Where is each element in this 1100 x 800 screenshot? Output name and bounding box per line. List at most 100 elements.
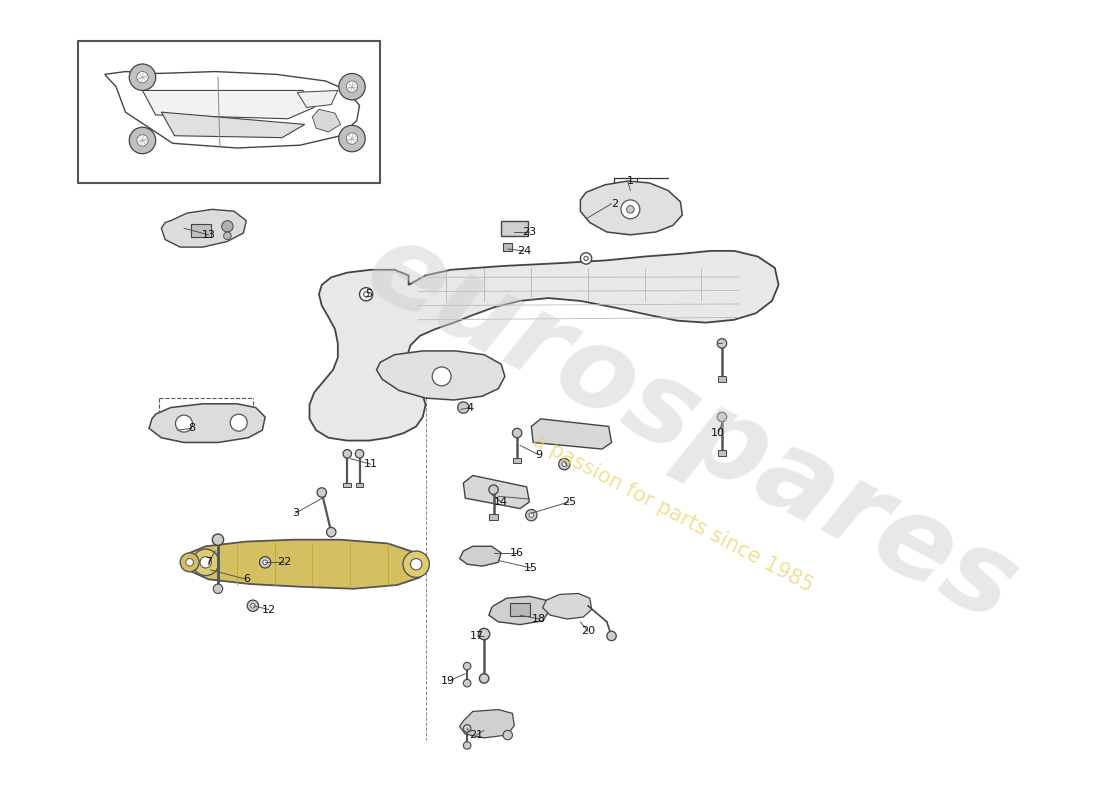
Circle shape <box>200 557 211 568</box>
Bar <box>355 482 363 487</box>
Circle shape <box>129 127 156 154</box>
Bar <box>717 377 726 382</box>
Circle shape <box>529 513 534 518</box>
Bar <box>490 514 498 520</box>
Bar <box>509 603 530 616</box>
Text: 20: 20 <box>581 626 595 636</box>
Circle shape <box>621 200 640 218</box>
Circle shape <box>488 485 498 494</box>
Circle shape <box>213 584 222 594</box>
Circle shape <box>403 551 429 578</box>
Circle shape <box>478 628 490 640</box>
Bar <box>503 243 513 251</box>
Circle shape <box>339 74 365 100</box>
Text: 9: 9 <box>536 450 542 460</box>
Polygon shape <box>460 546 502 566</box>
Text: 22: 22 <box>277 558 292 567</box>
Circle shape <box>463 742 471 750</box>
Circle shape <box>176 415 192 432</box>
Text: 5: 5 <box>365 290 373 299</box>
Polygon shape <box>150 404 265 442</box>
Circle shape <box>458 402 469 414</box>
Text: 23: 23 <box>522 227 537 237</box>
Circle shape <box>251 603 255 608</box>
Circle shape <box>212 534 223 546</box>
Text: 25: 25 <box>562 497 576 507</box>
Circle shape <box>432 367 451 386</box>
Circle shape <box>480 674 488 683</box>
Polygon shape <box>542 594 592 619</box>
Text: 24: 24 <box>517 246 531 256</box>
Circle shape <box>327 527 336 537</box>
Text: 14: 14 <box>494 497 508 507</box>
Polygon shape <box>531 419 612 449</box>
Circle shape <box>129 64 156 90</box>
Circle shape <box>248 600 258 611</box>
Circle shape <box>562 462 566 466</box>
Circle shape <box>513 428 521 438</box>
Polygon shape <box>460 710 515 738</box>
Circle shape <box>317 488 327 498</box>
Circle shape <box>339 126 365 152</box>
Polygon shape <box>463 475 529 509</box>
Bar <box>78 42 381 183</box>
Text: 15: 15 <box>525 563 538 573</box>
Circle shape <box>136 134 149 146</box>
Circle shape <box>526 510 537 521</box>
Text: 10: 10 <box>712 428 725 438</box>
Polygon shape <box>104 71 360 148</box>
Text: 1: 1 <box>627 176 634 186</box>
Polygon shape <box>581 181 682 235</box>
Polygon shape <box>312 110 341 132</box>
Text: 17: 17 <box>470 631 484 641</box>
Text: 6: 6 <box>243 574 250 584</box>
Polygon shape <box>309 251 779 441</box>
Text: a passion for parts since 1985: a passion for parts since 1985 <box>529 430 816 596</box>
Circle shape <box>346 133 358 144</box>
Circle shape <box>364 292 368 297</box>
Circle shape <box>260 557 271 568</box>
Text: 3: 3 <box>292 508 299 518</box>
Circle shape <box>192 549 219 575</box>
Circle shape <box>355 450 364 458</box>
Text: 18: 18 <box>531 614 546 624</box>
Polygon shape <box>162 112 305 138</box>
Circle shape <box>717 338 727 348</box>
Circle shape <box>360 288 373 301</box>
Bar <box>513 458 521 463</box>
Polygon shape <box>488 596 550 625</box>
Circle shape <box>503 730 513 740</box>
Bar <box>502 221 528 236</box>
Polygon shape <box>143 90 315 118</box>
Circle shape <box>581 253 592 264</box>
Circle shape <box>559 458 570 470</box>
Circle shape <box>263 560 267 565</box>
Polygon shape <box>297 90 338 107</box>
Text: 13: 13 <box>201 230 216 240</box>
Circle shape <box>136 71 149 83</box>
Circle shape <box>343 450 352 458</box>
Circle shape <box>186 558 194 566</box>
Polygon shape <box>376 351 505 400</box>
Circle shape <box>463 725 471 732</box>
Circle shape <box>607 631 616 641</box>
Text: 4: 4 <box>466 402 473 413</box>
Circle shape <box>223 232 231 239</box>
Polygon shape <box>162 210 246 247</box>
Circle shape <box>222 221 233 232</box>
Bar <box>190 223 211 237</box>
Circle shape <box>230 414 248 431</box>
Circle shape <box>180 553 199 572</box>
Text: 21: 21 <box>470 730 484 740</box>
Circle shape <box>463 679 471 687</box>
Circle shape <box>584 256 588 261</box>
Text: eurospares: eurospares <box>348 210 1036 646</box>
Text: 16: 16 <box>510 548 524 558</box>
Text: 11: 11 <box>364 459 378 469</box>
Polygon shape <box>183 540 428 589</box>
Text: 7: 7 <box>205 558 212 567</box>
Circle shape <box>627 206 635 213</box>
Text: 12: 12 <box>262 605 276 614</box>
Circle shape <box>717 412 727 422</box>
Text: 2: 2 <box>610 198 618 209</box>
